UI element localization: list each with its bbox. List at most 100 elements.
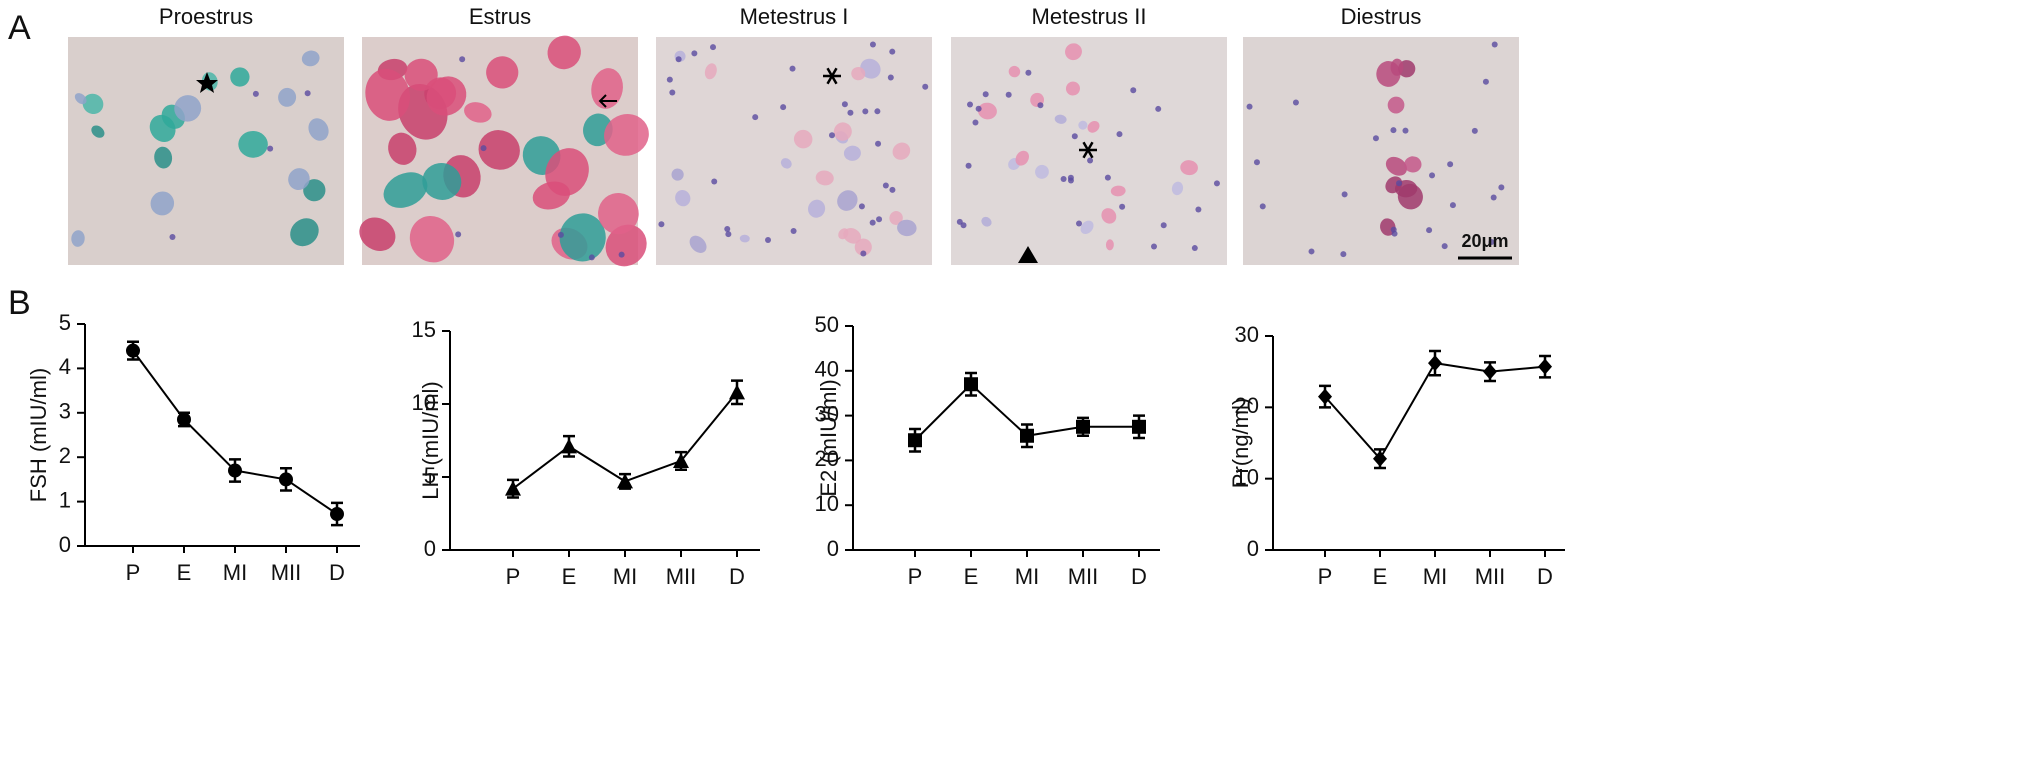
y-tick-label: 2 bbox=[59, 443, 71, 468]
micrographs: Proestrus Estrus Metestrus I Metestrus II Di… bbox=[68, 4, 1519, 267]
x-tick-label: P bbox=[1318, 564, 1333, 589]
nucleus bbox=[1071, 133, 1078, 140]
cell bbox=[815, 170, 834, 186]
cell bbox=[1035, 164, 1049, 179]
x-tick-label: D bbox=[329, 560, 345, 585]
nucleus bbox=[780, 104, 787, 111]
cell bbox=[892, 142, 911, 160]
cell bbox=[91, 125, 105, 138]
nucleus bbox=[1005, 91, 1012, 98]
nucleus bbox=[790, 227, 797, 234]
cell bbox=[860, 58, 881, 79]
nucleus bbox=[965, 162, 972, 169]
marker bbox=[1428, 355, 1442, 372]
nucleus bbox=[1213, 180, 1220, 187]
line bbox=[132, 350, 338, 515]
nucleus bbox=[847, 109, 854, 116]
marker bbox=[1483, 363, 1497, 380]
x-tick-label: P bbox=[506, 564, 521, 589]
cell bbox=[854, 238, 872, 256]
nucleus bbox=[1340, 251, 1347, 258]
nucleus bbox=[1482, 78, 1489, 85]
cell bbox=[851, 66, 866, 81]
nucleus bbox=[1060, 175, 1067, 182]
x-tick-label: MII bbox=[1475, 564, 1506, 589]
x-tick-label: D bbox=[729, 564, 745, 589]
x-tick-label: E bbox=[177, 560, 192, 585]
cell bbox=[808, 199, 826, 218]
marker bbox=[1373, 450, 1387, 467]
micrograph bbox=[656, 37, 932, 265]
nucleus bbox=[1076, 220, 1083, 227]
cell bbox=[422, 163, 462, 200]
marker bbox=[908, 433, 922, 448]
cell bbox=[278, 87, 297, 107]
marker bbox=[228, 463, 242, 478]
marker bbox=[561, 438, 577, 454]
nucleus bbox=[459, 56, 466, 63]
nucleus bbox=[1490, 194, 1497, 201]
cell bbox=[486, 56, 519, 89]
cell bbox=[478, 130, 520, 170]
star-symbol bbox=[196, 72, 218, 93]
marker bbox=[617, 473, 633, 489]
x-tick-label: E bbox=[562, 564, 577, 589]
cell bbox=[1065, 43, 1082, 61]
nucleus bbox=[1087, 157, 1094, 164]
nucleus bbox=[1308, 248, 1315, 255]
marker bbox=[126, 343, 140, 358]
y-tick-label: 3 bbox=[59, 399, 71, 424]
cell bbox=[290, 218, 319, 247]
nucleus bbox=[1471, 127, 1478, 134]
cell bbox=[230, 67, 250, 87]
cell bbox=[1015, 150, 1029, 166]
nucleus bbox=[1447, 161, 1454, 168]
nucleus bbox=[862, 108, 869, 115]
axes bbox=[852, 326, 1160, 551]
x-tick-label: MI bbox=[613, 564, 637, 589]
cell bbox=[1054, 114, 1067, 124]
cell bbox=[1390, 58, 1404, 76]
marker bbox=[1318, 388, 1332, 405]
nucleus bbox=[975, 105, 982, 112]
x-tick-label: E bbox=[1373, 564, 1388, 589]
nucleus bbox=[711, 178, 718, 185]
nucleus bbox=[1292, 99, 1299, 106]
y-tick-label: 0 bbox=[59, 532, 71, 557]
nucleus bbox=[1449, 202, 1456, 209]
cell bbox=[1180, 160, 1198, 176]
y-tick-label: 40 bbox=[815, 357, 839, 382]
cell bbox=[174, 95, 202, 122]
cell bbox=[545, 148, 589, 196]
nucleus bbox=[956, 218, 963, 225]
nucleus bbox=[1130, 87, 1137, 94]
cell bbox=[547, 35, 581, 70]
nucleus bbox=[1441, 243, 1448, 250]
micrograph-title: Proestrus bbox=[159, 4, 253, 29]
cell bbox=[1105, 239, 1114, 251]
nucleus bbox=[860, 250, 867, 257]
nucleus bbox=[887, 74, 894, 81]
y-tick-label: 30 bbox=[1235, 322, 1259, 347]
nucleus bbox=[889, 48, 896, 55]
cell bbox=[591, 68, 623, 109]
marker bbox=[177, 412, 191, 427]
x-tick-label: MII bbox=[271, 560, 302, 585]
cell bbox=[288, 168, 310, 191]
nucleus bbox=[1488, 238, 1495, 245]
nucleus bbox=[618, 251, 625, 258]
cell bbox=[981, 216, 992, 227]
cell bbox=[1087, 120, 1100, 133]
cell bbox=[301, 50, 320, 67]
x-tick-label: MI bbox=[1015, 564, 1039, 589]
y-tick-label: 30 bbox=[815, 401, 839, 426]
cell bbox=[388, 132, 417, 165]
y-tick-label: 1 bbox=[59, 487, 71, 512]
nucleus bbox=[1246, 103, 1253, 110]
cell bbox=[365, 68, 411, 121]
cell bbox=[1385, 156, 1407, 176]
x-tick-label: D bbox=[1537, 564, 1553, 589]
nucleus bbox=[1491, 41, 1498, 48]
nucleus bbox=[1390, 226, 1397, 233]
nucleus bbox=[691, 50, 698, 57]
